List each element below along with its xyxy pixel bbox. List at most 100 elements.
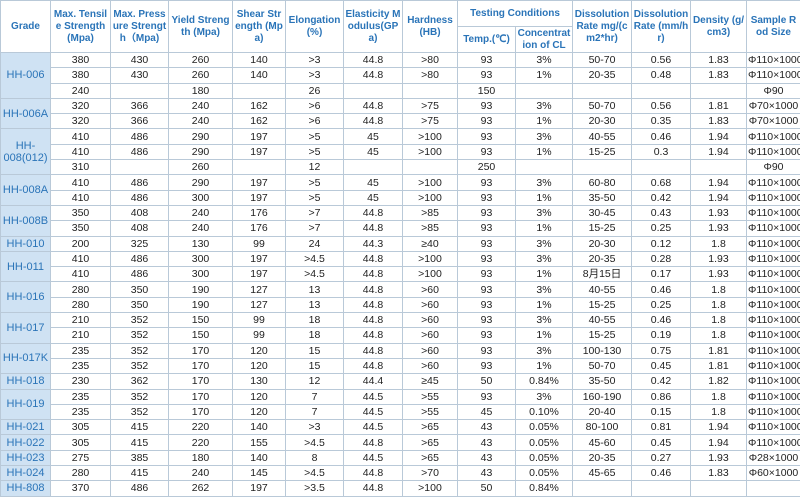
table-cell: 1% <box>516 221 573 236</box>
table-cell: >4.5 <box>286 267 344 282</box>
table-cell: 140 <box>233 450 286 465</box>
table-cell: 0.45 <box>632 358 691 373</box>
table-cell: Φ110×1000 <box>747 420 800 435</box>
table-cell: Φ110×1000 <box>747 374 800 389</box>
table-cell: 130 <box>169 236 233 251</box>
table-cell: >4.5 <box>286 466 344 481</box>
table-cell: 43 <box>458 435 516 450</box>
table-cell: 44.8 <box>344 297 403 312</box>
table-cell: 197 <box>233 129 286 144</box>
table-cell: 1.8 <box>691 328 747 343</box>
table-cell: 13 <box>286 297 344 312</box>
table-cell: >80 <box>403 53 458 68</box>
table-cell: 20-30 <box>573 236 632 251</box>
table-cell: 155 <box>233 435 286 450</box>
table-cell: 15 <box>286 343 344 358</box>
header-cell: Elongation (%) <box>286 1 344 53</box>
table-cell: >75 <box>403 114 458 129</box>
table-cell: 3% <box>516 343 573 358</box>
grade-cell: HH-017 <box>1 313 51 344</box>
table-cell: 140 <box>233 53 286 68</box>
table-cell: 3% <box>516 282 573 297</box>
table-cell: 380 <box>51 53 111 68</box>
table-cell: 180 <box>169 450 233 465</box>
table-cell: >4.5 <box>286 251 344 266</box>
table-cell: 170 <box>169 404 233 419</box>
table-cell: 3% <box>516 389 573 404</box>
table-cell: 1.94 <box>691 175 747 190</box>
table-cell: 45-60 <box>573 435 632 450</box>
table-cell: 0.3 <box>632 144 691 159</box>
table-cell: 20-40 <box>573 404 632 419</box>
table-cell: 280 <box>51 297 111 312</box>
grade-cell: HH-008A <box>1 175 51 206</box>
table-cell <box>691 83 747 98</box>
table-cell: 1.8 <box>691 313 747 328</box>
table-cell: 7 <box>286 389 344 404</box>
table-cell: 170 <box>169 343 233 358</box>
table-cell: 3% <box>516 251 573 266</box>
table-cell <box>233 83 286 98</box>
table-cell: 20-35 <box>573 251 632 266</box>
table-cell: >6 <box>286 98 344 113</box>
table-cell: Φ110×1000 <box>747 251 800 266</box>
header-cell: Hardness (HB) <box>403 1 458 53</box>
table-cell <box>111 83 169 98</box>
table-cell: 408 <box>111 205 169 220</box>
table-cell: 170 <box>169 358 233 373</box>
table-cell: Φ110×1000 <box>747 53 800 68</box>
table-cell: 44.8 <box>344 313 403 328</box>
table-cell: 12 <box>286 160 344 175</box>
table-cell: 1.8 <box>691 389 747 404</box>
table-cell: >85 <box>403 221 458 236</box>
table-cell: 197 <box>233 251 286 266</box>
table-cell: 1% <box>516 68 573 83</box>
table-cell: >5 <box>286 175 344 190</box>
table-cell <box>233 160 286 175</box>
table-cell: 352 <box>111 328 169 343</box>
table-cell: 486 <box>111 267 169 282</box>
table-cell: Φ110×1000 <box>747 404 800 419</box>
table-cell: 1.93 <box>691 267 747 282</box>
table-cell: 44.5 <box>344 420 403 435</box>
table-cell: 305 <box>51 420 111 435</box>
table-cell: 0.05% <box>516 420 573 435</box>
table-cell: 45 <box>344 175 403 190</box>
grade-cell: HH-022 <box>1 435 51 450</box>
table-cell: >3 <box>286 53 344 68</box>
table-cell: 1.81 <box>691 343 747 358</box>
table-cell: 320 <box>51 98 111 113</box>
table-cell: 1.93 <box>691 450 747 465</box>
table-cell: 1.94 <box>691 129 747 144</box>
table-cell: 44.8 <box>344 205 403 220</box>
table-cell: 1.81 <box>691 358 747 373</box>
table-cell: 93 <box>458 114 516 129</box>
table-cell <box>573 481 632 496</box>
grade-cell: HH-023 <box>1 450 51 465</box>
table-cell: 120 <box>233 404 286 419</box>
header-cell: Testing Conditions <box>458 1 573 27</box>
table-cell: 43 <box>458 466 516 481</box>
table-cell: 0.68 <box>632 175 691 190</box>
table-cell <box>344 160 403 175</box>
table-cell: 0.46 <box>632 282 691 297</box>
table-cell: 300 <box>169 190 233 205</box>
table-cell: 0.10% <box>516 404 573 419</box>
table-cell <box>573 83 632 98</box>
table-cell: >5 <box>286 190 344 205</box>
table-cell: Φ110×1000 <box>747 282 800 297</box>
table-cell: 350 <box>51 221 111 236</box>
table-cell: 197 <box>233 481 286 496</box>
table-cell: 3% <box>516 175 573 190</box>
table-cell: 50-70 <box>573 358 632 373</box>
table-cell: 235 <box>51 389 111 404</box>
table-cell: 15-25 <box>573 297 632 312</box>
table-cell: 100-130 <box>573 343 632 358</box>
table-cell <box>111 160 169 175</box>
